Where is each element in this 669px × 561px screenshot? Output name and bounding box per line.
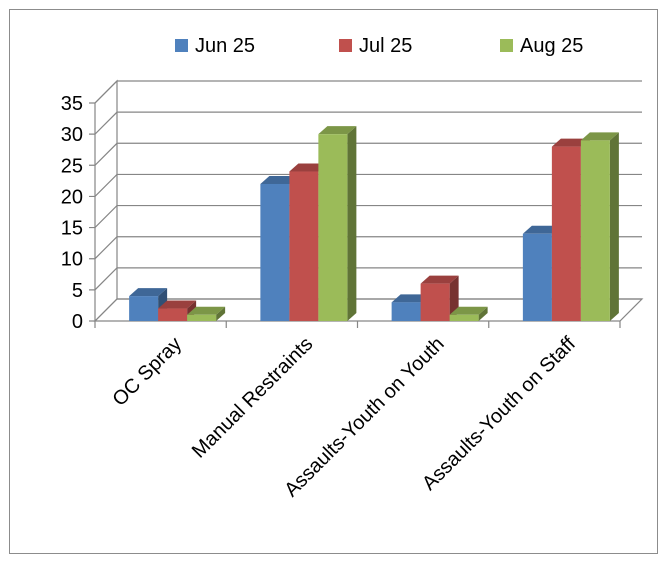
bar-top (449, 306, 488, 315)
left-wall (94, 79, 118, 321)
bar-front (580, 140, 610, 321)
gridline (89, 173, 642, 198)
gridline (89, 204, 642, 229)
bar-top (551, 138, 590, 147)
gridlines (89, 80, 642, 328)
bar-top (158, 300, 197, 309)
bars (129, 126, 619, 322)
legend-item: Jul 25 (339, 35, 412, 57)
y-tick-label: 20 (61, 186, 83, 208)
y-tick-label: 15 (61, 218, 83, 240)
bar-top (580, 132, 619, 141)
bar (318, 126, 357, 322)
y-axis-ticks: 0 5 10 15 20 25 30 35 (61, 93, 83, 333)
bar-front (551, 146, 581, 321)
gridline (89, 142, 642, 166)
bar-front (187, 314, 217, 321)
bar-side (478, 306, 488, 321)
x-axis-labels: OC Spray Manual Restraints Assaults-Youth … (109, 333, 581, 502)
bar-front (449, 314, 479, 321)
legend-item: Jun 25 (175, 35, 255, 57)
x-category-label: Assaults-Youth on Staff (418, 333, 580, 495)
legend-swatch (175, 39, 188, 52)
bar-top (260, 175, 299, 184)
y-tick-label: 5 (72, 280, 83, 302)
legend-swatch (500, 39, 513, 52)
x-category-label: OC Spray (109, 333, 187, 411)
gridline (89, 267, 642, 291)
gridline (89, 111, 642, 135)
bar-front (420, 283, 450, 321)
legend-swatch (339, 39, 352, 52)
bar-front (318, 134, 348, 321)
bar-top (289, 163, 328, 172)
bar-front (391, 302, 421, 321)
bar-top (187, 306, 226, 315)
bar-side (216, 306, 226, 321)
bar-top (318, 126, 357, 135)
bar (129, 288, 168, 321)
bar-front (522, 233, 552, 321)
gridline (89, 236, 642, 260)
y-tick-label: 10 (61, 249, 83, 271)
bar-top (129, 288, 168, 297)
x-category-label: Manual Restraints (188, 333, 318, 463)
bar (187, 306, 226, 321)
legend: Jun 25 Jul 25 Aug 25 (175, 35, 583, 57)
bar-top (391, 294, 430, 303)
legend-label: Aug 25 (520, 35, 583, 57)
bar-top (522, 225, 561, 234)
y-tick-label: 35 (61, 93, 83, 115)
legend-label: Jun 25 (195, 35, 255, 57)
bar-side (347, 126, 357, 322)
bar-front (158, 308, 188, 321)
bar (580, 132, 619, 321)
bar (449, 306, 488, 321)
gridline (89, 80, 642, 104)
gridline (89, 298, 642, 322)
y-tick-label: 30 (61, 124, 83, 146)
bar-top (420, 275, 459, 284)
bar-front (129, 296, 159, 321)
legend-label: Jul 25 (359, 35, 412, 57)
y-tick-label: 25 (61, 155, 83, 177)
y-tick-label: 0 (72, 311, 83, 333)
legend-item: Aug 25 (500, 35, 583, 57)
bar-front (289, 171, 319, 321)
bar-front (260, 183, 290, 321)
bar-side (609, 132, 619, 321)
